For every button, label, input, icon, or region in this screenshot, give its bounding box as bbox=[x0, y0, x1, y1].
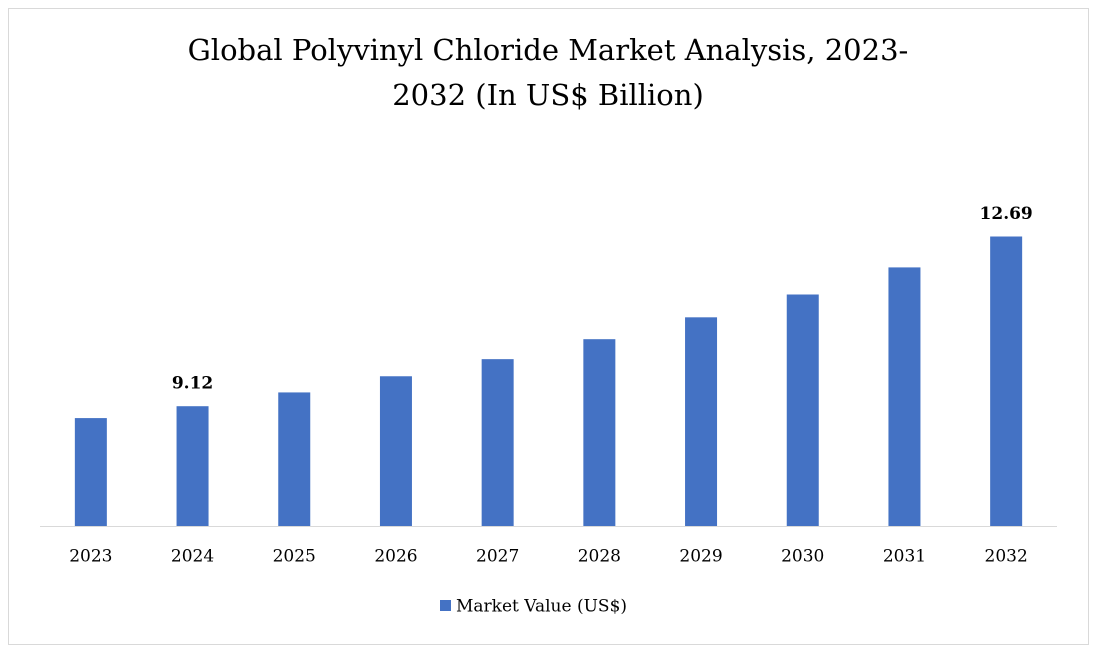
bar bbox=[379, 376, 412, 526]
data-label: 9.12 bbox=[172, 374, 213, 394]
chart-title: Global Polyvinyl Chloride Market Analysi… bbox=[188, 33, 909, 67]
chart-title: 2032 (In US$ Billion) bbox=[392, 78, 704, 112]
x-tick-label: 2027 bbox=[476, 547, 519, 567]
x-tick-label: 2024 bbox=[171, 547, 214, 567]
x-tick-label: 2026 bbox=[374, 547, 417, 567]
x-tick-label: 2028 bbox=[578, 547, 621, 567]
bar bbox=[685, 317, 718, 526]
bar bbox=[278, 392, 311, 526]
x-tick-label: 2031 bbox=[883, 547, 926, 567]
data-label: 12.69 bbox=[980, 204, 1033, 224]
x-tick-label: 2029 bbox=[679, 547, 722, 567]
bar bbox=[176, 406, 209, 526]
bar bbox=[888, 267, 921, 526]
bar bbox=[583, 339, 616, 526]
bar bbox=[74, 418, 107, 526]
x-tick-label: 2025 bbox=[273, 547, 316, 567]
x-tick-label: 2023 bbox=[69, 547, 112, 567]
bar bbox=[481, 359, 514, 526]
legend-swatch bbox=[440, 600, 451, 611]
x-tick-label: 2030 bbox=[781, 547, 824, 567]
bar bbox=[786, 294, 819, 526]
x-tick-label: 2032 bbox=[985, 547, 1028, 567]
legend-label: Market Value (US$) bbox=[456, 597, 627, 617]
bar bbox=[990, 236, 1023, 527]
